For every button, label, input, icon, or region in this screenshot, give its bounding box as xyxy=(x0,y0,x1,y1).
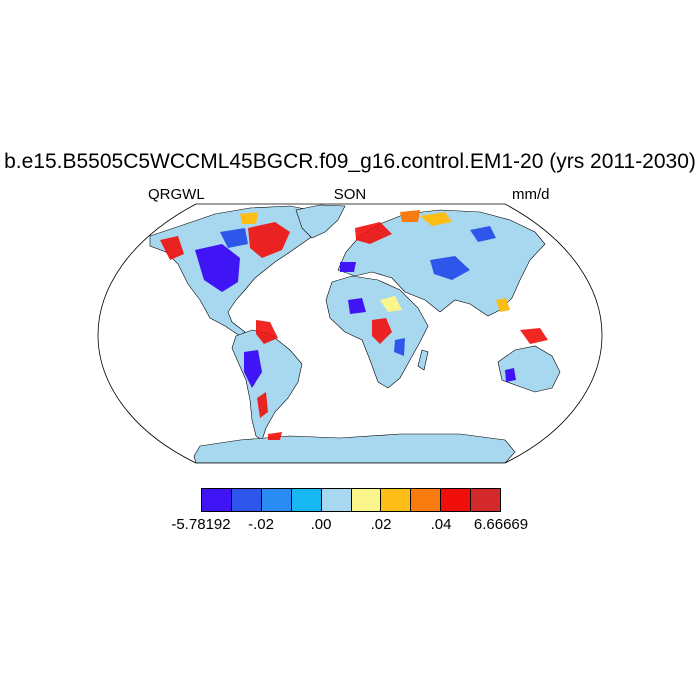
plot-title: b.e15.B5505C5WCCML45BGCR.f09_g16.control… xyxy=(4,150,696,173)
madagascar-landmass xyxy=(417,349,429,371)
variable-label: QRGWL xyxy=(148,186,205,203)
colorbar-label: .04 xyxy=(430,516,452,533)
units-label: mm/d xyxy=(512,186,550,203)
colorbar-box xyxy=(441,489,472,511)
colorbar-box xyxy=(231,489,262,511)
antarctica-landmass xyxy=(193,433,516,463)
positive-anomaly-patches xyxy=(160,222,548,440)
colorbar-box xyxy=(411,489,442,511)
negative-anomaly-patches xyxy=(195,226,516,388)
greenland-landmass xyxy=(295,204,346,239)
season-label: SON xyxy=(333,186,367,203)
globe-outline xyxy=(97,203,603,464)
colorbar xyxy=(201,488,501,512)
colorbar-box xyxy=(351,489,382,511)
colorbar-label: 6.66669 xyxy=(473,516,529,533)
mild-positive-patches xyxy=(240,210,510,312)
colorbar-labels: -5.78192 -.02 .00 .02 .04 6.66669 xyxy=(0,516,700,536)
colorbar-label: .00 xyxy=(310,516,332,533)
colorbar-label: -5.78192 xyxy=(171,516,231,533)
australia-landmass xyxy=(497,345,561,393)
colorbar-box xyxy=(291,489,322,511)
south-america-landmass xyxy=(231,329,303,441)
colorbar-box xyxy=(202,489,232,511)
colorbar-box xyxy=(321,489,352,511)
colorbar-box xyxy=(381,489,412,511)
colorbar-label: .02 xyxy=(370,516,392,533)
colorbar-label: -.02 xyxy=(248,516,274,533)
colorbar-box xyxy=(471,489,501,511)
colorbar-box xyxy=(261,489,292,511)
